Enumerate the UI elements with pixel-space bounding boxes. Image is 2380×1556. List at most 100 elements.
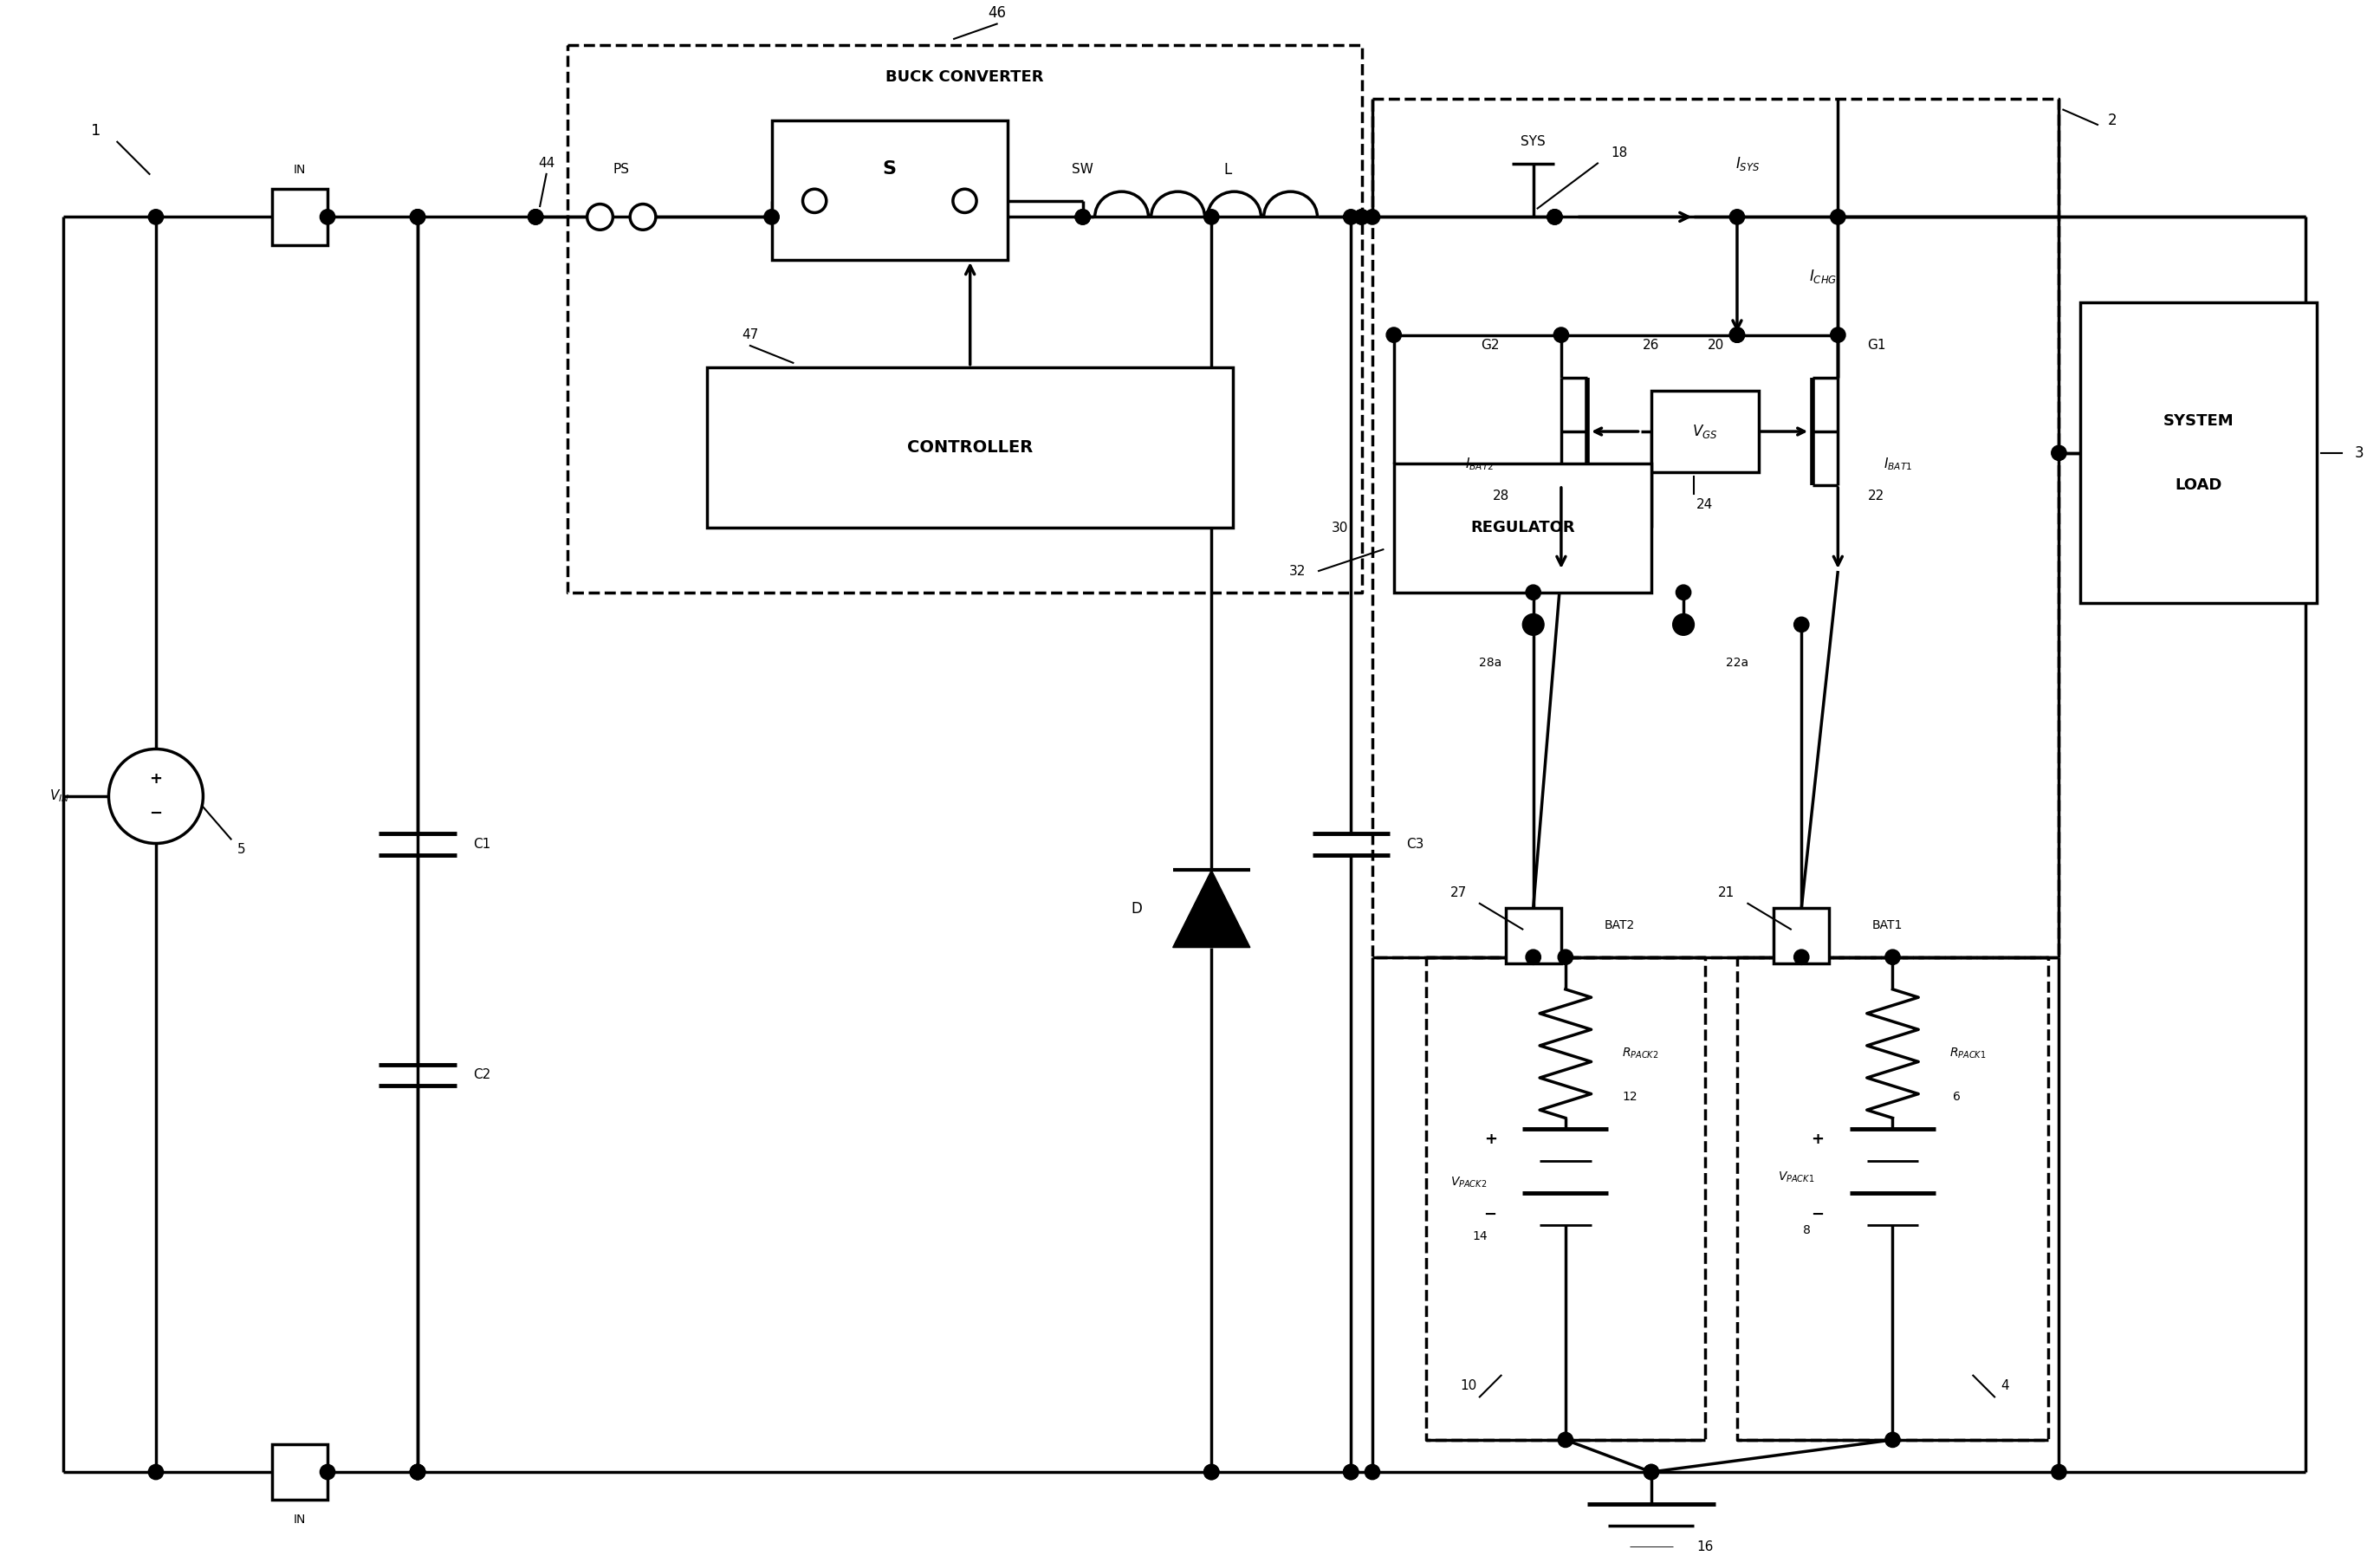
Text: SYSTEM: SYSTEM: [2163, 412, 2235, 428]
Text: C1: C1: [474, 839, 490, 851]
Circle shape: [409, 210, 426, 224]
Text: $I_{SYS}$: $I_{SYS}$: [1735, 154, 1761, 173]
Text: +: +: [150, 772, 162, 787]
Text: S: S: [883, 160, 897, 177]
Text: 28: 28: [1492, 489, 1509, 503]
Bar: [1507, 907, 1561, 963]
Text: IN: IN: [293, 1512, 307, 1525]
Bar: [271, 190, 328, 244]
Circle shape: [1554, 327, 1568, 342]
Circle shape: [148, 210, 164, 224]
Text: 30: 30: [1333, 521, 1349, 535]
Text: G2: G2: [1480, 339, 1499, 352]
Text: REGULATOR: REGULATOR: [1471, 520, 1576, 535]
Circle shape: [1830, 210, 1845, 224]
Text: 47: 47: [743, 328, 759, 341]
Circle shape: [1885, 949, 1899, 965]
Text: $R_{PACK1}$: $R_{PACK1}$: [1949, 1047, 1987, 1061]
Bar: [1652, 391, 1759, 473]
Circle shape: [952, 190, 976, 213]
Circle shape: [2052, 445, 2066, 461]
Text: C3: C3: [1407, 839, 1423, 851]
Text: 2: 2: [2109, 112, 2118, 128]
Text: $V_{PACK2}$: $V_{PACK2}$: [1449, 1175, 1488, 1189]
Circle shape: [2052, 1464, 2066, 1480]
Circle shape: [1364, 210, 1380, 224]
Circle shape: [1645, 1464, 1659, 1480]
Circle shape: [1547, 210, 1561, 224]
Circle shape: [1673, 615, 1695, 635]
Circle shape: [1795, 618, 1809, 632]
Text: BAT2: BAT2: [1604, 920, 1635, 930]
Circle shape: [1204, 1464, 1219, 1480]
Circle shape: [109, 748, 202, 843]
Bar: [1395, 464, 1652, 593]
Circle shape: [319, 210, 336, 224]
Circle shape: [1526, 585, 1540, 601]
Circle shape: [1730, 327, 1745, 342]
Text: 44: 44: [538, 157, 555, 170]
Circle shape: [409, 1464, 426, 1480]
Circle shape: [1523, 615, 1545, 635]
Text: 22a: 22a: [1726, 657, 1749, 669]
Circle shape: [1204, 1464, 1219, 1480]
Text: 8: 8: [1804, 1225, 1811, 1237]
Text: $V_{GS}$: $V_{GS}$: [1692, 423, 1718, 440]
Circle shape: [1342, 1464, 1359, 1480]
Bar: [771, 120, 1007, 260]
Text: SYS: SYS: [1521, 135, 1545, 148]
Text: C2: C2: [474, 1069, 490, 1081]
Text: 21: 21: [1718, 887, 1735, 899]
Circle shape: [1885, 1433, 1899, 1447]
Bar: [271, 1444, 328, 1500]
Circle shape: [1676, 585, 1690, 601]
Circle shape: [1204, 210, 1219, 224]
Circle shape: [1559, 949, 1573, 965]
Circle shape: [148, 1464, 164, 1480]
Circle shape: [409, 1464, 426, 1480]
Bar: [1773, 907, 1830, 963]
Text: D: D: [1130, 901, 1142, 916]
Circle shape: [802, 190, 826, 213]
Circle shape: [1076, 210, 1090, 224]
Text: 32: 32: [1290, 565, 1307, 577]
Circle shape: [588, 204, 614, 230]
Circle shape: [1364, 1464, 1380, 1480]
Text: $I_{BAT2}$: $I_{BAT2}$: [1466, 456, 1495, 471]
Circle shape: [409, 1464, 426, 1480]
Circle shape: [1342, 1464, 1359, 1480]
Circle shape: [764, 210, 778, 224]
Bar: [707, 367, 1233, 527]
Text: 14: 14: [1471, 1229, 1488, 1242]
Text: L: L: [1223, 162, 1230, 177]
Text: PS: PS: [614, 163, 631, 176]
Circle shape: [1730, 327, 1745, 342]
Text: 1: 1: [90, 123, 100, 138]
Text: $V_{IN}$: $V_{IN}$: [50, 787, 69, 804]
Circle shape: [1526, 949, 1540, 965]
Text: 27: 27: [1449, 887, 1466, 899]
Text: 3: 3: [2354, 445, 2363, 461]
Polygon shape: [1173, 870, 1250, 948]
Circle shape: [1559, 1433, 1573, 1447]
Circle shape: [1526, 618, 1540, 632]
Circle shape: [1342, 210, 1359, 224]
Circle shape: [1830, 327, 1845, 342]
Text: G1: G1: [1868, 339, 1885, 352]
Text: 6: 6: [1954, 1091, 1961, 1103]
Text: 10: 10: [1461, 1380, 1478, 1393]
Circle shape: [1076, 210, 1090, 224]
Circle shape: [1645, 1464, 1659, 1480]
Text: 16: 16: [1697, 1540, 1714, 1553]
Text: −: −: [1811, 1207, 1823, 1223]
Text: 24: 24: [1697, 498, 1714, 510]
Text: $I_{BAT1}$: $I_{BAT1}$: [1883, 456, 1914, 471]
Circle shape: [319, 1464, 336, 1480]
Text: +: +: [1483, 1131, 1497, 1147]
Text: SW: SW: [1071, 163, 1092, 176]
Text: +: +: [1811, 1131, 1823, 1147]
Circle shape: [1547, 210, 1561, 224]
Text: 22: 22: [1868, 489, 1885, 503]
Circle shape: [1795, 949, 1809, 965]
Circle shape: [1730, 210, 1745, 224]
